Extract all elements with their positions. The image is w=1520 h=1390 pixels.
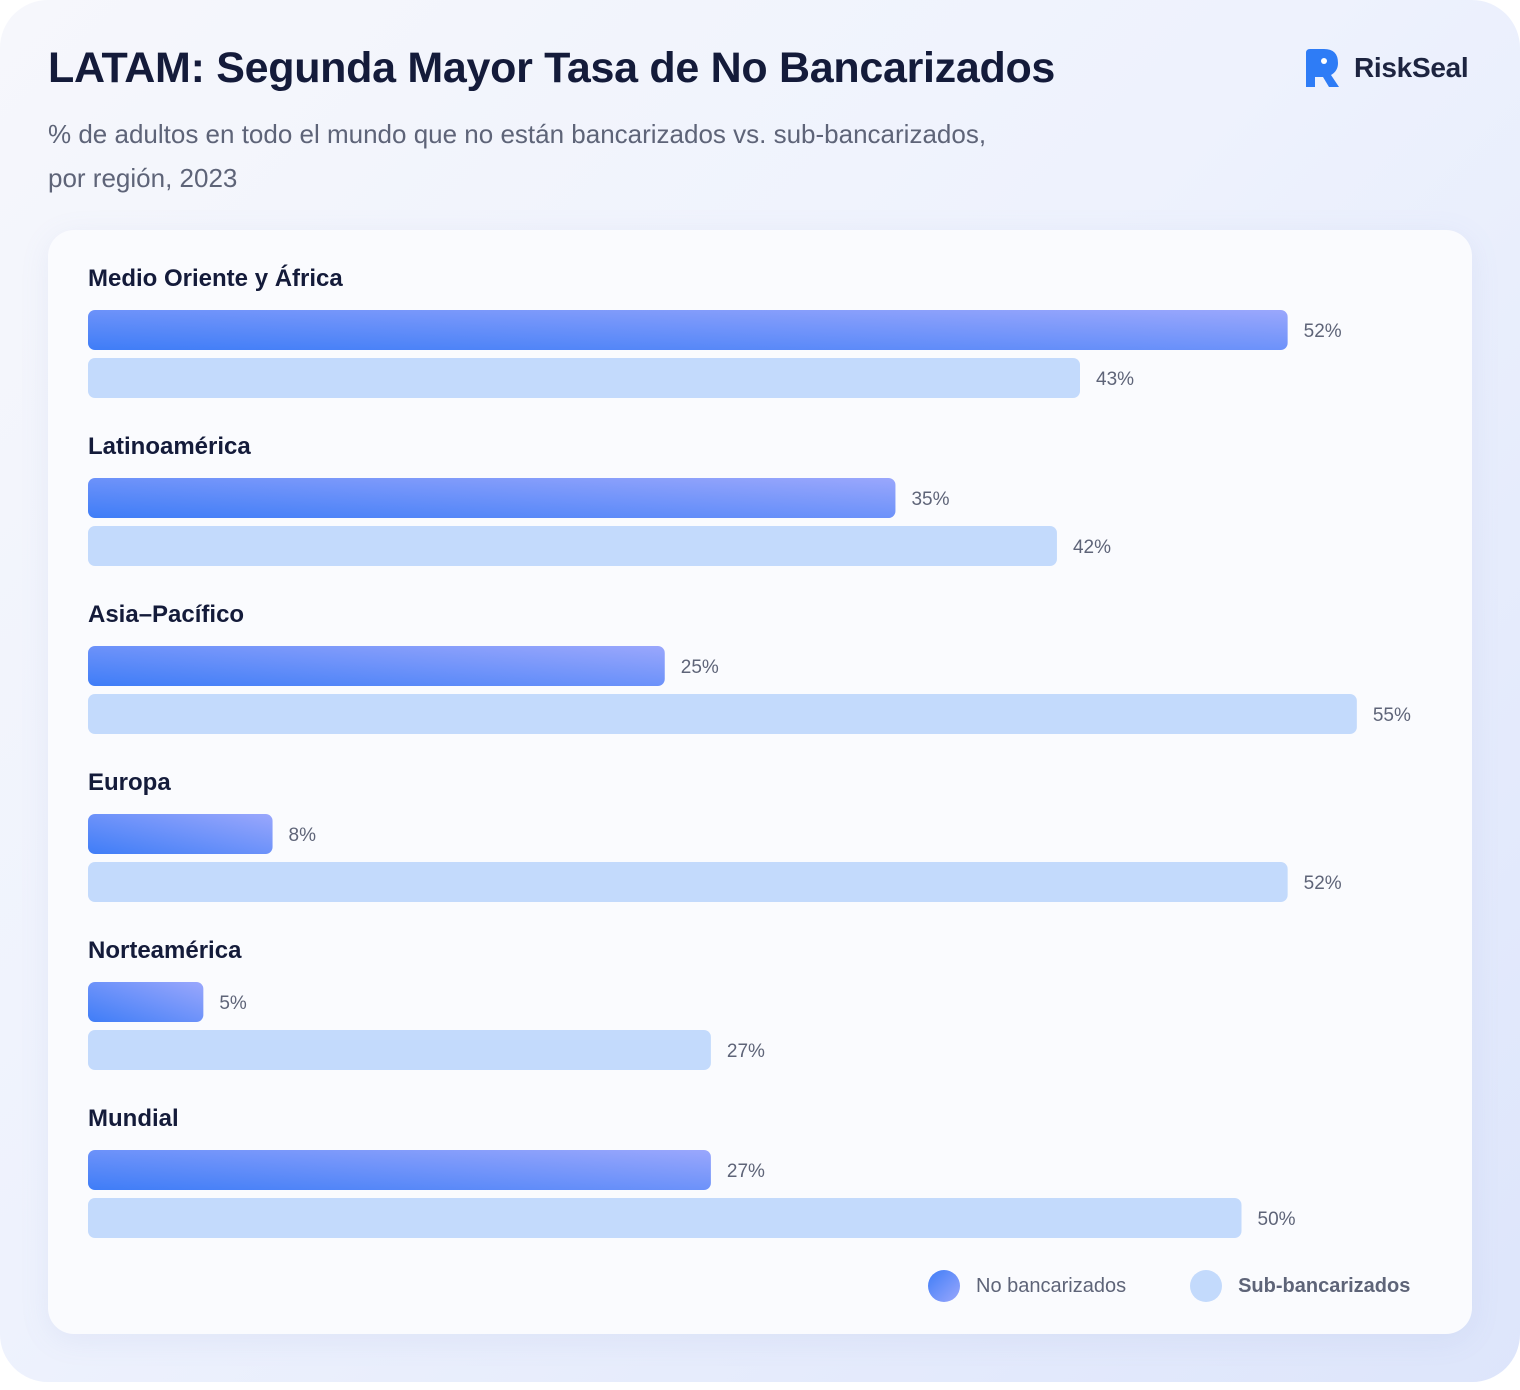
region-label-europa: Europa (88, 769, 171, 796)
subtitle-line-2: por región, 2023 (48, 163, 238, 193)
chart-card: Medio Oriente y África 52% 43% Latinoaméric… (48, 230, 1472, 1334)
brand-name: RiskSeal (1354, 52, 1469, 83)
legend-swatch-underbanked (1190, 1270, 1223, 1302)
value-label-underbanked-latinoamerica: 42% (1073, 537, 1111, 558)
legend-item-unbanked: No bancarizados (928, 1270, 1126, 1302)
value-label-unbanked-norteamerica: 5% (219, 993, 247, 1014)
bar-underbanked-norteamerica (88, 1030, 711, 1070)
value-label-underbanked-asia-pacifico: 55% (1373, 705, 1411, 726)
chart-subtitle: % de adultos en todo el mundo que no est… (48, 112, 1148, 200)
bar-underbanked-europa (88, 862, 1288, 902)
value-label-underbanked-mundial: 50% (1258, 1209, 1296, 1230)
region-label-asia-pacifico: Asia–Pacífico (88, 601, 244, 628)
region-label-latinoamerica: Latinoamérica (88, 433, 251, 460)
bar-unbanked-norteamerica (88, 982, 204, 1022)
value-label-unbanked-europa: 8% (289, 825, 317, 846)
bar-underbanked-mundial (88, 1198, 1242, 1238)
bar-unbanked-medio-oriente-y-africa (88, 310, 1288, 350)
region-label-mundial: Mundial (88, 1105, 179, 1132)
value-label-underbanked-europa: 52% (1304, 873, 1342, 894)
legend-item-underbanked: Sub-bancarizados (1190, 1270, 1410, 1302)
bar-unbanked-mundial (88, 1150, 711, 1190)
bar-unbanked-asia-pacifico (88, 646, 665, 686)
region-label-medio-oriente-y-africa: Medio Oriente y África (88, 264, 343, 292)
legend-label-underbanked: Sub-bancarizados (1238, 1274, 1411, 1297)
value-label-underbanked-norteamerica: 27% (727, 1041, 765, 1062)
value-label-unbanked-mundial: 27% (727, 1161, 765, 1182)
value-label-unbanked-asia-pacifico: 25% (681, 657, 719, 678)
chart-legend: No bancarizados Sub-bancarizados (928, 1269, 1410, 1303)
bar-underbanked-medio-oriente-y-africa (88, 358, 1081, 398)
brand-logo: RiskSeal (1302, 47, 1469, 89)
bar-unbanked-latinoamerica (88, 478, 896, 518)
bar-underbanked-latinoamerica (88, 526, 1057, 566)
bar-underbanked-asia-pacifico (88, 694, 1357, 734)
bar-chart: Medio Oriente y África 52% 43% Latinoaméric… (88, 264, 1411, 1238)
riskseal-logo-icon (1306, 49, 1339, 87)
bar-unbanked-europa (88, 814, 273, 854)
legend-label-unbanked: No bancarizados (976, 1274, 1127, 1297)
value-label-unbanked-latinoamerica: 35% (911, 489, 949, 510)
value-label-underbanked-medio-oriente-y-africa: 43% (1096, 369, 1134, 390)
legend-swatch-unbanked (928, 1270, 960, 1302)
value-label-unbanked-medio-oriente-y-africa: 52% (1304, 321, 1342, 342)
chart-title: LATAM: Segunda Mayor Tasa de No Bancariz… (48, 44, 1056, 92)
region-label-norteamerica: Norteamérica (88, 937, 242, 964)
subtitle-line-1: % de adultos en todo el mundo que no est… (48, 119, 987, 149)
